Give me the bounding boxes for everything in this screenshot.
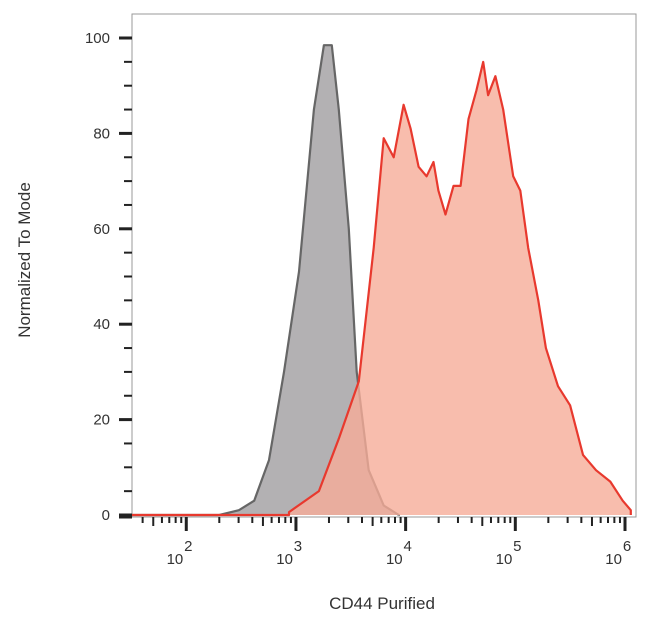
x-tick-label-base: 10 xyxy=(605,551,622,568)
x-tick-label-base: 10 xyxy=(167,551,184,568)
x-tick-label-base: 10 xyxy=(386,551,403,568)
x-tick-label-exponent: 5 xyxy=(513,538,521,555)
x-tick-label-exponent: 3 xyxy=(294,538,302,555)
series-layer xyxy=(132,44,632,517)
x-tick-label-base: 10 xyxy=(496,551,513,568)
y-tick-label: 100 xyxy=(85,30,110,47)
x-tick-label-exponent: 2 xyxy=(184,538,192,555)
x-axis-title: CD44 Purified xyxy=(329,594,435,613)
series-1-line xyxy=(132,60,632,517)
x-tick-label-exponent: 4 xyxy=(403,538,411,555)
x-tick-label-exponent: 6 xyxy=(623,538,631,555)
y-tick-label: 40 xyxy=(93,316,110,333)
series-0-fill xyxy=(132,45,399,515)
series-1-fill xyxy=(132,61,631,516)
x-tick-label-base: 10 xyxy=(276,551,293,568)
y-axis-title: Normalized To Mode xyxy=(15,182,34,338)
y-tick-label: 0 xyxy=(102,507,110,524)
y-tick-label: 60 xyxy=(93,221,110,238)
y-tick-label: 20 xyxy=(93,412,110,429)
y-tick-label: 80 xyxy=(93,125,110,142)
